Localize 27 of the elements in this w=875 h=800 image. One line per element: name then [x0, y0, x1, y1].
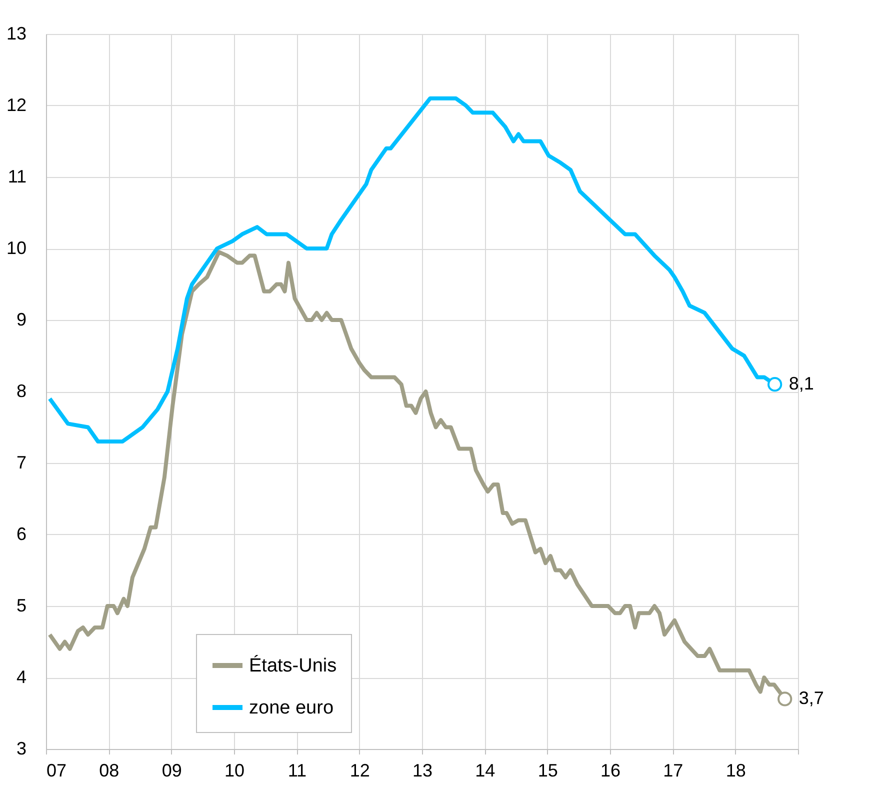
- x-tick-label: 09: [162, 760, 182, 780]
- y-tick-label: 12: [6, 95, 26, 115]
- y-tick-label: 4: [16, 667, 26, 687]
- x-tick-label: 16: [600, 760, 621, 780]
- x-tick-label: 17: [663, 760, 684, 780]
- x-tick-label: 07: [46, 760, 67, 780]
- y-tick-label: 3: [16, 738, 26, 758]
- x-tick-label: 13: [412, 760, 433, 780]
- x-tick-label: 14: [475, 760, 496, 780]
- y-tick-label: 5: [16, 596, 26, 616]
- y-tick-label: 9: [16, 310, 26, 330]
- y-tick-label: 6: [16, 524, 26, 544]
- x-tick-label: 10: [224, 760, 245, 780]
- x-tick-label: 15: [538, 760, 558, 780]
- y-tick-label: 11: [8, 166, 26, 186]
- x-tick-label: 12: [350, 760, 370, 780]
- annotation: 8,1: [788, 373, 814, 394]
- y-tick-label: 8: [16, 381, 26, 401]
- x-tick-label: 08: [99, 760, 120, 780]
- y-tick-label: 10: [6, 238, 26, 258]
- annotation: 3,7: [798, 688, 824, 708]
- legend-label: zone euro: [249, 698, 334, 718]
- x-tick-label: 11: [288, 760, 307, 780]
- x-tick-label: 18: [726, 760, 746, 780]
- y-tick-label: 7: [16, 452, 26, 472]
- legend-label: États-Unis: [249, 654, 337, 676]
- y-tick-label: 13: [6, 24, 26, 44]
